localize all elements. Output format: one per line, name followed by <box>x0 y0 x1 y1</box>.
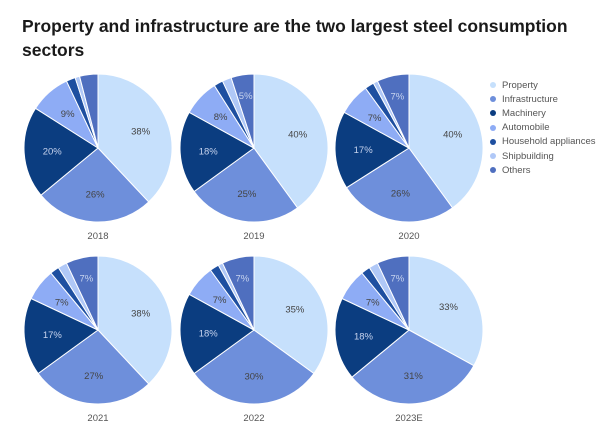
slice-others <box>65 255 99 331</box>
legend-label: Machinery <box>502 107 546 119</box>
legend-label: Property <box>502 79 538 91</box>
data-label: 7% <box>366 297 380 308</box>
slice-others <box>78 73 99 149</box>
legend-marker <box>490 124 496 131</box>
legend-item: Property <box>490 78 595 92</box>
legend-label: Shipbuilding <box>502 150 554 162</box>
slice-machinery <box>23 107 99 196</box>
slice-machinery <box>334 297 410 378</box>
data-label: 17% <box>43 330 63 341</box>
legend-label: Infrastructure <box>502 93 558 105</box>
slice-machinery <box>179 293 255 375</box>
data-label: 7% <box>55 297 69 308</box>
slice-property <box>97 255 173 385</box>
slice-infrastructure <box>40 147 150 223</box>
legend-marker <box>490 153 496 160</box>
data-label: 26% <box>86 189 106 200</box>
data-label: 30% <box>244 371 264 382</box>
slice-machinery <box>23 297 99 375</box>
data-label: 17% <box>354 145 374 156</box>
data-label: 40% <box>288 129 308 140</box>
pie-year-label: 2021 <box>87 413 108 424</box>
legend-item: Infrastructure <box>490 92 595 106</box>
legend-label: Automobile <box>502 122 550 134</box>
chart-title: Property and infrastructure are the two … <box>22 16 568 60</box>
legend-marker <box>490 138 496 145</box>
pie-2019: 40% 25% 18% 8% 5% 2019 <box>179 73 329 242</box>
legend-marker <box>490 110 496 117</box>
slice-others <box>376 255 410 331</box>
slice-infrastructure <box>345 147 454 223</box>
data-label: 33% <box>439 302 459 313</box>
data-label: 18% <box>199 146 219 157</box>
data-label: 5% <box>239 91 253 102</box>
legend-item: Automobile <box>490 121 595 135</box>
pie-year-label: 2022 <box>243 413 264 424</box>
data-label: 8% <box>214 112 228 123</box>
data-label: 26% <box>391 189 411 200</box>
legend-marker <box>490 167 496 174</box>
slice-others <box>230 73 255 149</box>
pie-2023E: 33% 31% 18% 7% 7% 2023E <box>334 255 484 424</box>
data-label: 9% <box>61 109 75 120</box>
data-label: 7% <box>80 274 94 285</box>
pie-2022: 35% 30% 18% 7% 7% 2022 <box>179 255 329 424</box>
pie-year-label: 2020 <box>398 231 419 242</box>
slice-property <box>97 73 173 203</box>
legend-label: Household appliances <box>502 136 596 148</box>
slice-property <box>253 73 329 209</box>
data-label: 25% <box>237 189 257 200</box>
slice-machinery <box>334 111 410 189</box>
data-label: 7% <box>368 113 382 124</box>
slice-machinery <box>179 111 255 193</box>
data-label: 18% <box>199 328 219 339</box>
slice-property <box>253 255 329 375</box>
legend-item: Household appliances <box>490 135 595 149</box>
slice-others <box>221 255 255 331</box>
data-label: 20% <box>43 146 63 157</box>
pie-2021: 38% 27% 17% 7% 7% 2021 <box>23 255 173 424</box>
legend-item: Shipbuilding <box>490 149 595 163</box>
data-label: 7% <box>391 274 405 285</box>
data-label: 38% <box>131 127 151 138</box>
slice-infrastructure <box>193 147 299 223</box>
data-label: 35% <box>285 305 305 316</box>
legend-marker <box>490 96 496 103</box>
legend-label: Others <box>502 164 531 176</box>
legend-item: Others <box>490 163 595 177</box>
data-label: 7% <box>236 274 250 285</box>
slice-infrastructure <box>351 329 475 405</box>
data-label: 31% <box>404 371 424 382</box>
data-label: 27% <box>84 371 104 382</box>
slice-others <box>376 73 410 149</box>
data-label: 7% <box>391 92 405 103</box>
legend: Property Infrastructure Machinery Automobil… <box>490 78 595 177</box>
legend-marker <box>490 82 496 89</box>
data-label: 40% <box>443 129 463 140</box>
pie-2020: 40% 26% 17% 7% 7% 2020 <box>334 73 484 242</box>
slice-infrastructure <box>37 329 150 405</box>
data-label: 38% <box>131 309 151 320</box>
slice-property <box>408 255 484 367</box>
pie-year-label: 2019 <box>243 231 264 242</box>
pie-2018: 38% 26% 20% 9% 2018 <box>23 73 173 242</box>
slice-property <box>408 73 484 209</box>
legend-item: Machinery <box>490 106 595 120</box>
slice-infrastructure <box>193 329 315 405</box>
pie-year-label: 2023E <box>395 413 422 424</box>
pie-year-label: 2018 <box>87 231 108 242</box>
data-label: 18% <box>354 331 374 342</box>
data-label: 7% <box>213 295 227 306</box>
